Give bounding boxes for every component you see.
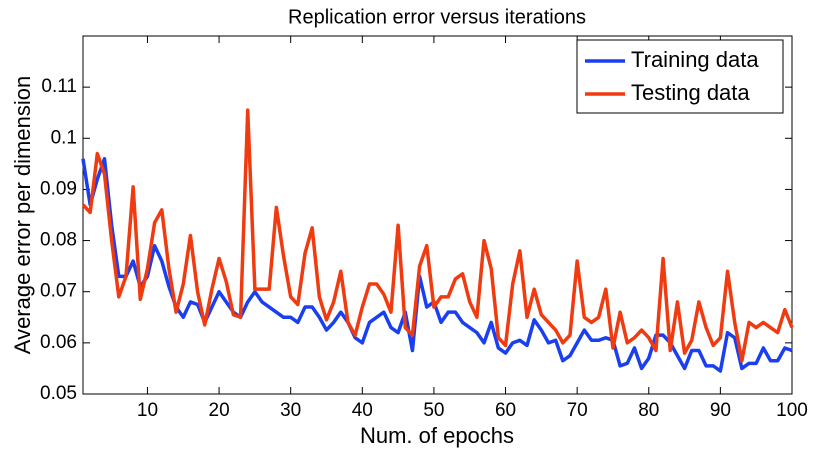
y-tick-label: 0.09: [40, 178, 77, 199]
x-tick-label: 30: [280, 400, 301, 421]
y-tick-label: 0.1: [51, 127, 77, 148]
x-tick-label: 50: [423, 400, 444, 421]
x-tick-label: 10: [137, 400, 158, 421]
y-tick-label: 0.07: [40, 281, 77, 302]
y-tick-label: 0.05: [40, 383, 77, 404]
legend-label: Testing data: [631, 80, 750, 105]
x-tick-label: 90: [710, 400, 731, 421]
x-tick-label: 80: [638, 400, 659, 421]
y-tick-label: 0.06: [40, 332, 77, 353]
legend-label: Training data: [631, 47, 759, 72]
x-tick-label: 60: [495, 400, 516, 421]
legend-box: [576, 39, 784, 114]
y-tick-label: 0.11: [41, 76, 77, 97]
y-axis-label: Average error per dimension: [10, 76, 35, 354]
chart-title: Replication error versus iterations: [288, 6, 586, 28]
x-axis-label: Num. of epochs: [360, 423, 514, 448]
x-tick-label: 70: [567, 400, 588, 421]
x-tick-label: 100: [776, 400, 808, 421]
data-line: [81, 108, 794, 363]
x-tick-label: 20: [209, 400, 230, 421]
x-tick-label: 40: [352, 400, 373, 421]
y-tick-label: 0.08: [40, 230, 77, 251]
